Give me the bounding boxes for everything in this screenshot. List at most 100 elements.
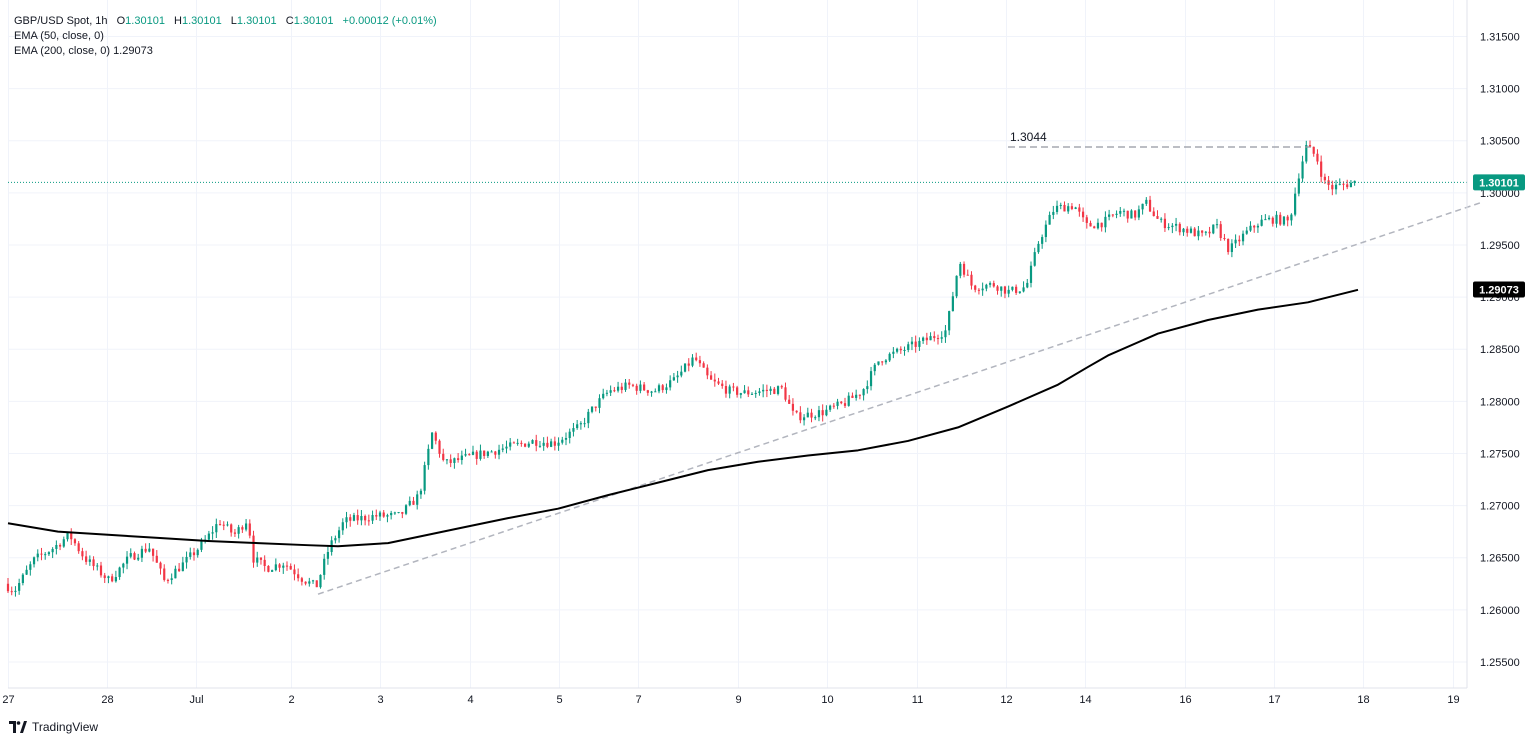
candle[interactable]	[527, 441, 530, 448]
candle[interactable]	[222, 521, 225, 531]
candle[interactable]	[1026, 278, 1029, 289]
candle[interactable]	[802, 414, 806, 426]
candle[interactable]	[1230, 239, 1233, 258]
candle[interactable]	[1338, 178, 1341, 186]
candle[interactable]	[564, 432, 568, 446]
candle[interactable]	[1253, 224, 1256, 233]
candle[interactable]	[836, 398, 839, 410]
candle[interactable]	[829, 404, 832, 412]
candle[interactable]	[1163, 213, 1167, 232]
candle[interactable]	[821, 404, 824, 422]
candle[interactable]	[140, 545, 144, 563]
candle[interactable]	[1130, 209, 1133, 219]
candle[interactable]	[877, 361, 880, 366]
candle[interactable]	[107, 575, 110, 584]
candle[interactable]	[944, 325, 947, 343]
candle[interactable]	[375, 509, 378, 521]
candle[interactable]	[237, 524, 240, 539]
candle[interactable]	[1275, 211, 1278, 228]
candle[interactable]	[241, 525, 244, 533]
candle[interactable]	[862, 388, 865, 401]
candle[interactable]	[211, 526, 214, 540]
candle[interactable]	[259, 557, 263, 565]
candle[interactable]	[442, 448, 445, 462]
candle[interactable]	[743, 385, 746, 394]
candle[interactable]	[643, 382, 646, 392]
candle[interactable]	[397, 512, 400, 514]
candle[interactable]	[605, 389, 609, 397]
candle[interactable]	[635, 383, 638, 395]
candle[interactable]	[1264, 214, 1267, 221]
candle[interactable]	[96, 563, 99, 571]
candle[interactable]	[691, 354, 694, 368]
candle[interactable]	[401, 511, 404, 519]
candle[interactable]	[873, 363, 876, 376]
candle[interactable]	[698, 355, 702, 367]
candle[interactable]	[352, 512, 356, 522]
candle[interactable]	[1048, 211, 1051, 225]
candle[interactable]	[297, 568, 300, 582]
candle[interactable]	[1018, 291, 1021, 294]
candle[interactable]	[468, 453, 471, 456]
candle[interactable]	[773, 386, 776, 395]
candle[interactable]	[1286, 214, 1289, 227]
candle[interactable]	[709, 371, 713, 380]
candle[interactable]	[512, 441, 516, 444]
candle[interactable]	[248, 519, 251, 539]
candle[interactable]	[412, 496, 415, 505]
candle[interactable]	[1297, 173, 1300, 197]
candle[interactable]	[1067, 203, 1070, 214]
candle[interactable]	[925, 332, 928, 345]
candle[interactable]	[14, 586, 17, 597]
candle[interactable]	[1074, 206, 1077, 210]
candle[interactable]	[163, 564, 166, 582]
candle[interactable]	[1193, 227, 1196, 237]
candle[interactable]	[386, 513, 389, 523]
candle[interactable]	[713, 373, 716, 387]
candle[interactable]	[1093, 225, 1096, 229]
candle[interactable]	[1100, 222, 1103, 232]
candle[interactable]	[1320, 155, 1323, 183]
candle[interactable]	[1238, 235, 1241, 247]
candle[interactable]	[274, 558, 277, 572]
candle[interactable]	[523, 443, 527, 448]
candle[interactable]	[1167, 223, 1170, 231]
support-trendline[interactable]	[317, 201, 1483, 595]
candle[interactable]	[278, 563, 281, 572]
candle[interactable]	[858, 394, 861, 400]
candle[interactable]	[18, 578, 21, 595]
candle[interactable]	[47, 551, 51, 557]
candle[interactable]	[914, 335, 917, 353]
candle[interactable]	[1245, 226, 1248, 235]
candle[interactable]	[226, 521, 229, 527]
candle[interactable]	[1160, 217, 1163, 223]
candle[interactable]	[1059, 202, 1062, 210]
candle[interactable]	[624, 379, 627, 392]
candle[interactable]	[1081, 207, 1085, 222]
candle[interactable]	[490, 450, 493, 453]
candle[interactable]	[561, 436, 564, 445]
candle[interactable]	[1174, 217, 1178, 232]
candle[interactable]	[628, 378, 631, 389]
symbol-label[interactable]: GBP/USD Spot, 1h	[14, 15, 108, 27]
candle[interactable]	[356, 509, 359, 525]
candle[interactable]	[814, 415, 817, 421]
candle[interactable]	[784, 382, 787, 402]
candle[interactable]	[974, 284, 977, 293]
candle[interactable]	[929, 332, 932, 341]
candle[interactable]	[207, 530, 210, 541]
candle[interactable]	[315, 580, 318, 588]
candle[interactable]	[1219, 221, 1222, 241]
candle[interactable]	[178, 563, 181, 572]
candle[interactable]	[408, 496, 411, 507]
candle[interactable]	[471, 445, 475, 456]
candle[interactable]	[1141, 203, 1144, 215]
candle[interactable]	[341, 518, 344, 535]
candle[interactable]	[538, 441, 542, 448]
candle[interactable]	[252, 530, 255, 568]
candle[interactable]	[620, 382, 623, 394]
candle[interactable]	[1260, 215, 1263, 227]
candle[interactable]	[936, 334, 940, 345]
candle[interactable]	[475, 450, 478, 465]
